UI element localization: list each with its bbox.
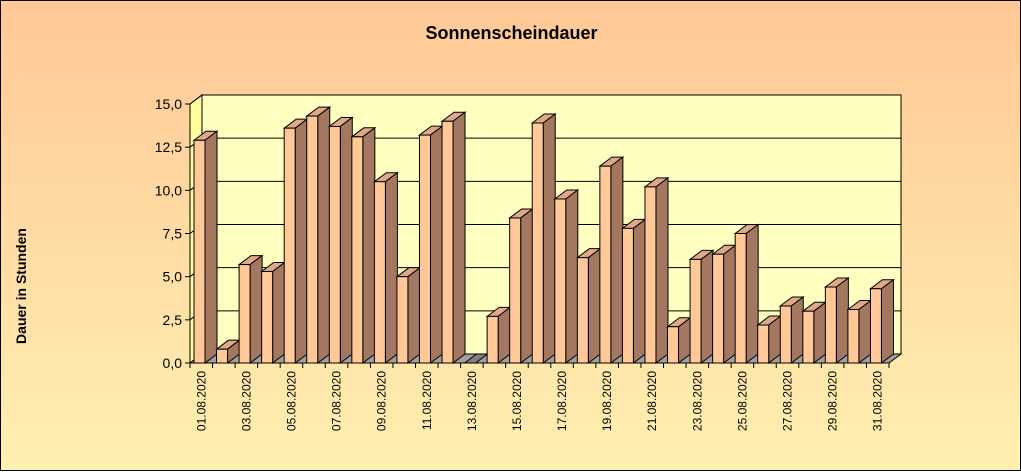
x-tick-label: 13.08.2020 (465, 371, 479, 431)
bar-side (723, 244, 737, 364)
bar-side (700, 249, 714, 364)
bar (328, 125, 341, 364)
bar-side (249, 254, 263, 364)
x-tick-label: 29.08.2020 (826, 371, 840, 431)
y-tick-label: 12,5 (155, 139, 182, 155)
bar-side (790, 296, 804, 364)
x-tick-label: 01.08.2020 (194, 371, 208, 431)
x-tick-label: 23.08.2020 (690, 371, 704, 431)
bar (351, 136, 364, 364)
bar (283, 127, 296, 364)
gridline-side (189, 94, 203, 105)
bar (599, 165, 612, 364)
bar-side (835, 277, 849, 364)
bar (373, 181, 386, 364)
bar-side (632, 218, 646, 364)
bar-side (384, 171, 398, 364)
bar-side (610, 156, 624, 364)
bar-side (204, 130, 218, 364)
x-tick-label: 27.08.2020 (781, 371, 795, 431)
y-tick-label: 15,0 (155, 96, 182, 112)
y-tick-label: 0,0 (163, 355, 183, 371)
bar (509, 217, 522, 364)
bar-side (880, 278, 894, 364)
x-tick-label: 25.08.2020 (735, 371, 749, 431)
bar (441, 120, 454, 364)
bar (418, 134, 431, 364)
bar (644, 186, 657, 364)
bar-side (745, 223, 759, 364)
bar-side (362, 126, 376, 364)
bar (576, 257, 589, 364)
bar-side (565, 188, 579, 364)
bar (216, 348, 229, 364)
bar (261, 270, 274, 364)
bar (531, 122, 544, 364)
bar-side (520, 207, 534, 364)
y-tick-label: 7,5 (163, 226, 183, 242)
x-tick-label: 03.08.2020 (239, 371, 253, 431)
y-tick-label: 2,5 (163, 312, 183, 328)
bar (554, 198, 567, 364)
chart-title: Sonnenscheindauer (425, 23, 598, 43)
bar-side (452, 111, 466, 364)
x-tick-label: 17.08.2020 (555, 371, 569, 431)
bar (847, 308, 860, 364)
bar-side (407, 266, 421, 364)
y-tick-label: 5,0 (163, 269, 183, 285)
bar (689, 258, 702, 364)
x-tick-label: 21.08.2020 (645, 371, 659, 431)
bar (486, 315, 499, 364)
bar-side (542, 112, 556, 364)
bar (306, 115, 319, 364)
bar (779, 305, 792, 364)
bar (869, 288, 882, 364)
x-tick-label: 15.08.2020 (510, 371, 524, 431)
bar (238, 264, 251, 364)
bar (396, 276, 409, 364)
bar (802, 310, 815, 364)
bar-side (587, 247, 601, 364)
bar-side (317, 106, 331, 364)
x-tick-label: 11.08.2020 (420, 371, 434, 430)
bar-side (339, 116, 353, 364)
bar-side (858, 299, 872, 364)
bar-side (813, 301, 827, 364)
bar (667, 326, 680, 364)
x-tick-label: 05.08.2020 (284, 371, 298, 431)
bar (757, 324, 770, 364)
x-tick-label: 31.08.2020 (871, 371, 885, 431)
y-tick-label: 10,0 (155, 182, 182, 198)
x-tick-label: 19.08.2020 (600, 371, 614, 431)
bar (193, 139, 206, 364)
bar-side (768, 315, 782, 364)
bar-side (294, 118, 308, 364)
bar (734, 233, 747, 364)
bar (712, 253, 725, 364)
bar-side (429, 125, 443, 364)
bar (621, 227, 634, 364)
bar (824, 286, 837, 364)
bar-side (497, 306, 511, 364)
x-tick-label: 09.08.2020 (375, 371, 389, 431)
bar-side (272, 261, 286, 364)
x-tick-label: 07.08.2020 (330, 371, 344, 431)
bar-side (655, 176, 669, 364)
